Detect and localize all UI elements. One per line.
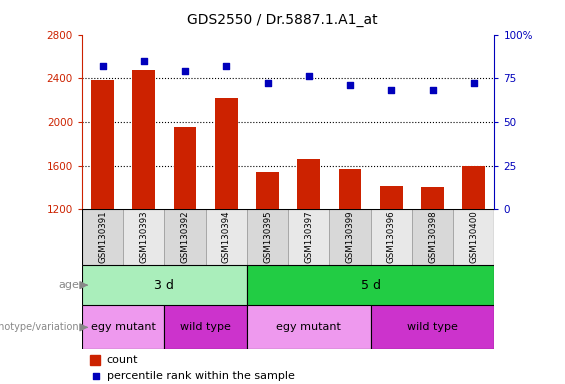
Bar bbox=[247, 209, 288, 265]
Bar bbox=[123, 209, 164, 265]
Text: genotype/variation: genotype/variation bbox=[0, 322, 79, 333]
Bar bbox=[371, 305, 494, 349]
Point bbox=[91, 373, 100, 379]
Bar bbox=[421, 187, 444, 209]
Text: GSM130400: GSM130400 bbox=[470, 211, 478, 263]
Bar bbox=[90, 355, 101, 365]
Bar bbox=[256, 172, 279, 209]
Bar bbox=[297, 159, 320, 209]
Bar bbox=[288, 209, 329, 265]
Bar bbox=[82, 265, 247, 305]
Text: GSM130392: GSM130392 bbox=[181, 211, 189, 263]
Bar bbox=[329, 209, 371, 265]
Text: count: count bbox=[107, 355, 138, 365]
Bar bbox=[380, 186, 403, 209]
Bar bbox=[206, 209, 247, 265]
Point bbox=[346, 82, 355, 88]
Bar bbox=[173, 127, 197, 209]
Bar bbox=[247, 305, 371, 349]
Bar bbox=[164, 305, 247, 349]
Text: egy mutant: egy mutant bbox=[276, 322, 341, 333]
Point bbox=[305, 73, 314, 79]
Text: wild type: wild type bbox=[407, 322, 458, 333]
Text: GDS2550 / Dr.5887.1.A1_at: GDS2550 / Dr.5887.1.A1_at bbox=[187, 13, 378, 27]
Text: GSM130396: GSM130396 bbox=[387, 211, 396, 263]
Bar bbox=[215, 98, 238, 209]
Bar bbox=[91, 80, 114, 209]
Text: GSM130394: GSM130394 bbox=[222, 211, 231, 263]
Point bbox=[263, 80, 272, 86]
Text: GSM130397: GSM130397 bbox=[305, 211, 313, 263]
Bar bbox=[82, 209, 123, 265]
Text: egy mutant: egy mutant bbox=[91, 322, 155, 333]
Point bbox=[181, 68, 190, 74]
Bar bbox=[82, 305, 164, 349]
Point bbox=[139, 58, 148, 64]
Text: 3 d: 3 d bbox=[154, 279, 175, 291]
Bar bbox=[132, 70, 155, 209]
Text: age: age bbox=[58, 280, 79, 290]
Bar bbox=[338, 169, 362, 209]
Text: GSM130393: GSM130393 bbox=[140, 211, 148, 263]
Point bbox=[470, 80, 479, 86]
Text: GSM130398: GSM130398 bbox=[428, 211, 437, 263]
Bar bbox=[412, 209, 453, 265]
Bar bbox=[371, 209, 412, 265]
Bar bbox=[462, 166, 485, 209]
Text: 5 d: 5 d bbox=[360, 279, 381, 291]
Text: GSM130391: GSM130391 bbox=[98, 211, 107, 263]
Point bbox=[98, 63, 107, 69]
Text: GSM130399: GSM130399 bbox=[346, 211, 354, 263]
Text: wild type: wild type bbox=[180, 322, 231, 333]
Point bbox=[428, 88, 437, 94]
Point bbox=[387, 88, 396, 94]
Bar bbox=[453, 209, 494, 265]
Text: percentile rank within the sample: percentile rank within the sample bbox=[107, 371, 294, 381]
Text: GSM130395: GSM130395 bbox=[263, 211, 272, 263]
Bar bbox=[247, 265, 494, 305]
Bar bbox=[164, 209, 206, 265]
Point bbox=[221, 63, 231, 69]
